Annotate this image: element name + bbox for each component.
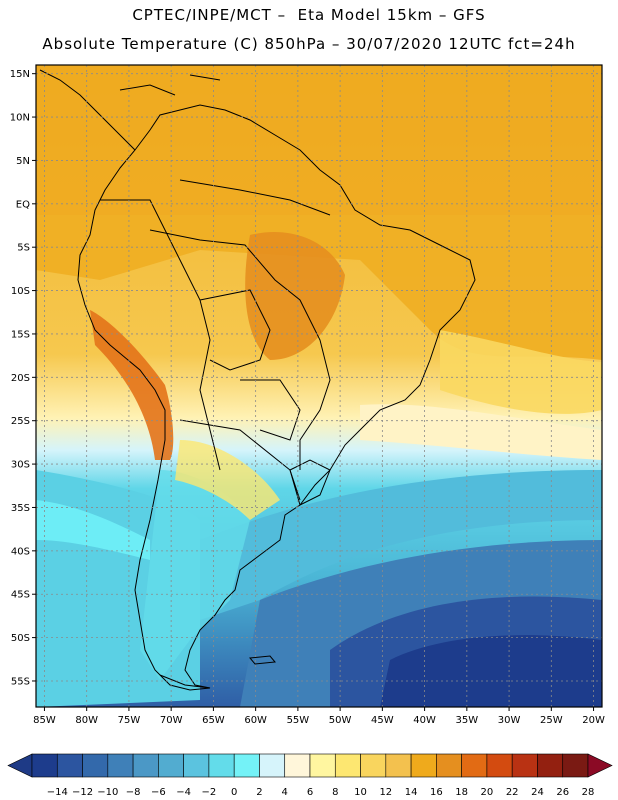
longitude-labels: 85W 80W 75W 70W 65W 60W 55W 50W 45W 40W 35W 30W 25W 2…: [33, 707, 605, 726]
longitude-label: 70W: [160, 715, 183, 726]
longitude-label: 55W: [287, 715, 310, 726]
colorbar-swatch: [562, 753, 589, 778]
latitude-label: 5S: [17, 243, 30, 254]
colorbar-level-label: 22: [506, 787, 519, 798]
colorbar-level-label: −14: [47, 787, 68, 798]
colorbar-swatch: [334, 753, 361, 778]
colorbar-level-label: 8: [332, 787, 338, 798]
latitude-label: 30S: [11, 460, 30, 471]
latitude-label: 55S: [11, 676, 30, 687]
colorbar-swatch: [208, 753, 235, 778]
temperature-field: [36, 65, 602, 707]
colorbar: [7, 753, 613, 778]
colorbar-swatch: [360, 753, 387, 778]
colorbar-swatch: [537, 753, 564, 778]
colorbar-level-label: −8: [126, 787, 141, 798]
latitude-label: 15N: [10, 69, 30, 80]
colorbar-swatch: [158, 753, 184, 778]
longitude-label: 30W: [498, 715, 521, 726]
colorbar-swatch: [511, 753, 538, 778]
colorbar-level-label: 26: [556, 787, 569, 798]
map-title-line1: CPTEC/INPE/MCT – Eta Model 15km – GFS: [132, 6, 486, 24]
colorbar-level-label: 16: [430, 787, 443, 798]
colorbar-swatch: [410, 753, 437, 778]
latitude-label: 15S: [11, 329, 30, 340]
longitude-label: 45W: [371, 715, 394, 726]
latitude-label: 10N: [10, 113, 30, 124]
colorbar-level-label: 6: [307, 787, 313, 798]
colorbar-level-label: −12: [72, 787, 93, 798]
colorbar-swatch: [486, 753, 513, 778]
central-america-coastline: [39, 69, 136, 151]
border-paraguay: [240, 379, 301, 441]
border-argentina: [179, 419, 301, 501]
colorbar-swatch: [309, 753, 336, 778]
longitude-label: 20W: [582, 715, 605, 726]
border-amazon: [179, 179, 331, 216]
colorbar-labels: −14 −12 −10 −8 −6 −4 −2 0 2 4 6 8 10 12 14 16 18 20 22 24 26…: [47, 787, 595, 798]
colorbar-level-label: −4: [176, 787, 191, 798]
latitude-label: 25S: [11, 416, 30, 427]
colorbar-level-label: −2: [202, 787, 217, 798]
latitude-label: 5N: [16, 156, 30, 167]
colorbar-swatch: [31, 753, 58, 778]
colorbar-swatch: [132, 753, 159, 778]
colorbar-level-label: 4: [282, 787, 288, 798]
uruguay-outline: [289, 459, 331, 506]
longitude-label: 80W: [75, 715, 98, 726]
colorbar-level-label: 14: [405, 787, 418, 798]
colorbar-swatch: [56, 753, 83, 778]
latitude-label: 35S: [11, 503, 30, 514]
border-bolivia: [199, 289, 271, 371]
longitude-label: 75W: [118, 715, 141, 726]
colorbar-swatch: [284, 753, 311, 778]
latitude-labels: 15N 10N 5N EQ 5S 10S 15S 20S 25S 30S 35S 40S 45S 50S 5…: [10, 69, 36, 687]
longitude-label: 35W: [456, 715, 479, 726]
colorbar-swatch: [82, 753, 109, 778]
colorbar-level-label: 0: [231, 787, 237, 798]
longitude-label: 85W: [33, 715, 56, 726]
colorbar-swatch: [259, 753, 286, 778]
caribbean-islands: [119, 74, 221, 96]
map-frame: [35, 64, 603, 708]
colorbar-level-label: 28: [582, 787, 595, 798]
latitude-label: 40S: [11, 546, 30, 557]
colorbar-level-label: 20: [481, 787, 494, 798]
gridlines: [36, 65, 602, 707]
longitude-label: 60W: [244, 715, 267, 726]
colorbar-swatch: [461, 753, 488, 778]
colorbar-swatch: [233, 753, 260, 778]
longitude-label: 65W: [202, 715, 225, 726]
tierra-del-fuego: [159, 674, 211, 689]
colorbar-level-label: 12: [379, 787, 392, 798]
latitude-label: EQ: [16, 199, 30, 210]
longitude-label: 25W: [540, 715, 563, 726]
colorbar-over-arrow: [587, 753, 613, 778]
latitude-label: 45S: [11, 590, 30, 601]
south-america-coastline: [77, 104, 476, 691]
colorbar-under-arrow: [7, 753, 33, 778]
border-andes: [100, 199, 221, 471]
latitude-label: 20S: [11, 373, 30, 384]
longitude-label: 40W: [413, 715, 436, 726]
colorbar-level-label: −6: [151, 787, 166, 798]
latitude-label: 50S: [11, 633, 30, 644]
latitude-label: 10S: [11, 286, 30, 297]
colorbar-swatch: [107, 753, 134, 778]
colorbar-level-label: −10: [97, 787, 118, 798]
colorbar-swatch: [183, 753, 210, 778]
colorbar-swatch: [385, 753, 412, 778]
colorbar-level-label: 2: [256, 787, 262, 798]
colorbar-level-label: 10: [354, 787, 367, 798]
border-brazil-west: [149, 229, 331, 470]
colorbar-level-label: 18: [455, 787, 468, 798]
colorbar-swatch: [436, 753, 462, 778]
longitude-label: 50W: [329, 715, 352, 726]
coastline-outlines: [39, 69, 476, 691]
colorbar-level-label: 24: [531, 787, 544, 798]
falkland-islands: [249, 655, 276, 665]
map-title-line2: Absolute Temperature (C) 850hPa – 30/07/…: [42, 35, 576, 53]
